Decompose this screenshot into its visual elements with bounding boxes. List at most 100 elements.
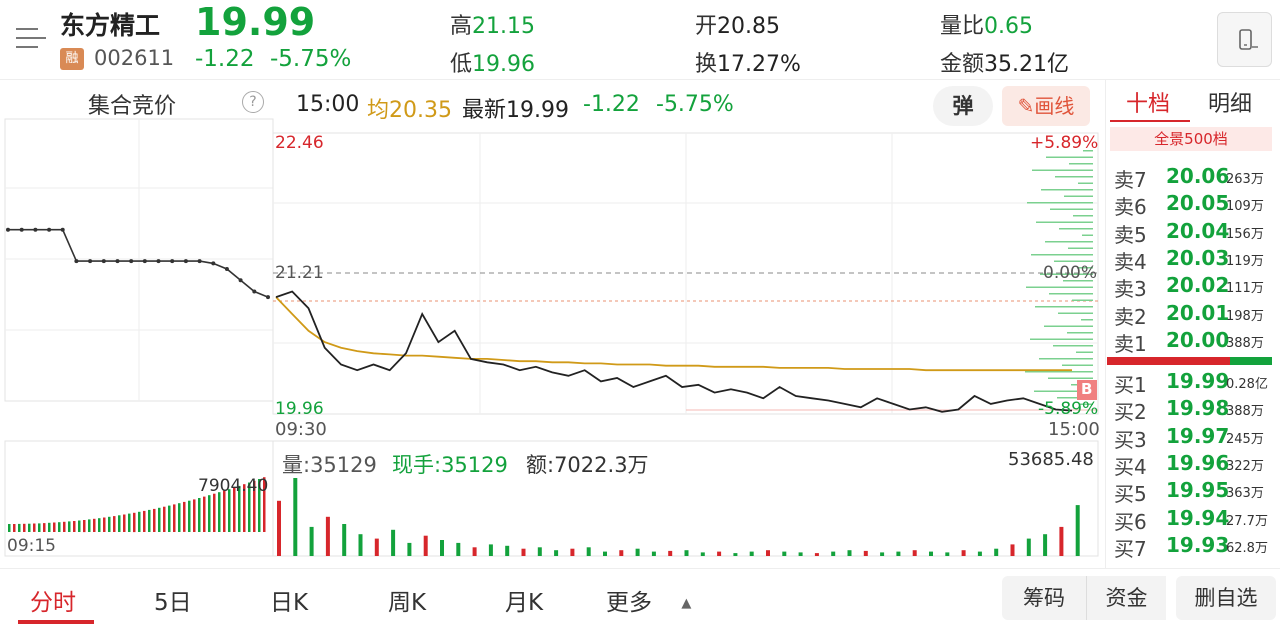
y-mid-label: 21.21 — [275, 263, 324, 283]
sell-price: 20.02 — [1166, 273, 1230, 298]
auction-volume-bar — [228, 489, 231, 532]
volume-bar — [1010, 544, 1015, 556]
sell-level: 卖1 — [1114, 331, 1147, 356]
sell-row[interactable]: 卖2 20.01 198万 — [1114, 301, 1274, 329]
buy-row[interactable]: 买7 19.93 62.8万 — [1114, 532, 1274, 561]
sell-row[interactable]: 卖6 20.05 109万 — [1114, 191, 1274, 219]
depth-bar — [1057, 397, 1093, 399]
tab-more-label: 更多 — [606, 590, 652, 616]
menu-icon[interactable] — [16, 26, 46, 50]
buy-row[interactable]: 买1 19.99 0.28亿 — [1114, 369, 1274, 397]
buy-row[interactable]: 买4 19.96 322万 — [1114, 451, 1274, 479]
volume-bar — [814, 553, 819, 556]
volratio-metric: 量比0.65 — [940, 8, 1033, 40]
chip-button[interactable]: 筹码 — [1002, 576, 1086, 620]
auction-volume-bar — [113, 516, 116, 532]
sell-row[interactable]: 卖4 20.03 119万 — [1114, 246, 1274, 274]
full-scale-button[interactable]: 全景500档 — [1110, 127, 1272, 151]
tab-underline — [1110, 120, 1190, 122]
depth-bar — [1034, 390, 1093, 392]
order-book-panel — [1105, 80, 1280, 568]
auction-volume-bar — [38, 523, 41, 532]
auction-volume-bar — [103, 517, 106, 532]
depth-bar — [1080, 403, 1093, 405]
auction-volume-bar — [28, 523, 31, 532]
volume-bar — [831, 551, 836, 556]
auction-point — [170, 259, 175, 264]
volume-bar — [505, 545, 510, 556]
tab-5day[interactable]: 5日 — [154, 590, 192, 616]
depth-bar — [1077, 267, 1093, 269]
buy-row[interactable]: 买2 19.98 388万 — [1114, 396, 1274, 424]
bottom-nav: 分时 5日 日K 周K 月K 更多 ▲ 筹码 资金 删自选 — [0, 568, 1280, 625]
tab-more[interactable]: 更多 ▲ — [606, 583, 691, 617]
sell-row[interactable]: 卖5 20.04 156万 — [1114, 219, 1274, 247]
volume-bar — [456, 542, 461, 556]
volume-bar — [912, 550, 917, 556]
depth-bar — [1044, 325, 1093, 327]
tab-detail[interactable]: 明细 — [1208, 92, 1253, 117]
buy-volume: 322万 — [1226, 458, 1264, 474]
auction-point — [19, 227, 24, 232]
depth-bar — [1036, 221, 1093, 223]
sell-row[interactable]: 卖1 20.00 388万 — [1114, 328, 1274, 356]
sell-level: 卖4 — [1114, 249, 1147, 274]
tab-ten-levels[interactable]: 十档 — [1126, 92, 1171, 117]
pct-top-label: +5.89% — [1030, 133, 1099, 153]
sell-level: 卖3 — [1114, 277, 1147, 302]
sell-volume: 388万 — [1226, 335, 1264, 351]
buy-row[interactable]: 买3 19.97 245万 — [1114, 424, 1274, 452]
stock-code: 002611 — [94, 46, 175, 70]
auction-volume-bar — [128, 513, 131, 532]
buy-row[interactable]: 买6 19.94 27.7万 — [1114, 506, 1274, 534]
auction-point — [266, 295, 270, 300]
tab-intraday[interactable]: 分时 — [30, 590, 76, 616]
volume-bars — [277, 478, 1080, 556]
draw-line-button[interactable]: ✎画线 — [1002, 86, 1090, 126]
depth-bar — [1063, 280, 1093, 282]
tab-weekly-k[interactable]: 周K — [388, 590, 427, 616]
buy-pressure-bar — [1230, 357, 1272, 365]
sell-row[interactable]: 卖7 20.06 263万 — [1114, 164, 1274, 192]
volume-bar — [700, 552, 705, 556]
fund-button[interactable]: 资金 — [1086, 576, 1166, 620]
help-icon[interactable]: ? — [242, 91, 264, 113]
auction-volume-bar — [123, 514, 126, 532]
volume-bar — [570, 548, 575, 556]
popup-button[interactable]: 弹 — [933, 86, 993, 126]
amount-value: 35.21亿 — [984, 52, 1069, 77]
auction-volume-bar — [18, 523, 21, 532]
remove-watchlist-button[interactable]: 删自选 — [1176, 576, 1276, 620]
depth-bar — [1048, 377, 1093, 379]
sell-volume: 119万 — [1226, 253, 1264, 269]
tab-monthly-k[interactable]: 月K — [505, 590, 544, 616]
auction-point — [74, 259, 79, 264]
auction-volume-bar — [203, 496, 206, 532]
auction-volume-bar — [68, 521, 71, 532]
buy-row[interactable]: 买5 19.95 363万 — [1114, 478, 1274, 506]
b-marker[interactable]: B — [1081, 380, 1093, 398]
depth-bar — [1068, 247, 1093, 249]
sell-row[interactable]: 卖3 20.02 111万 — [1114, 273, 1274, 302]
volume-bar — [488, 544, 493, 556]
depth-bar — [1026, 286, 1093, 288]
device-switch-button[interactable] — [1217, 12, 1272, 67]
auction-volume-bar — [33, 523, 36, 532]
volume-bar — [1026, 538, 1031, 556]
depth-bar — [1054, 260, 1093, 262]
buy-level: 买3 — [1114, 427, 1147, 452]
volume-bar — [603, 551, 607, 556]
buy-price: 19.93 — [1166, 532, 1230, 557]
auction-volume-bar — [23, 523, 26, 532]
margin-badge: 融 — [60, 48, 84, 70]
intraday-chart[interactable] — [0, 0, 1105, 568]
tab-daily-k[interactable]: 日K — [270, 590, 309, 616]
auction-point — [156, 259, 161, 264]
open-label: 开 — [695, 14, 718, 39]
auction-volume-bar — [193, 499, 196, 532]
auction-volume-bar — [173, 504, 176, 532]
buy-volume: 27.7万 — [1226, 513, 1268, 529]
auction-volume-bar — [163, 506, 166, 532]
auction-price-line — [8, 228, 269, 298]
volume-bar — [554, 550, 559, 556]
